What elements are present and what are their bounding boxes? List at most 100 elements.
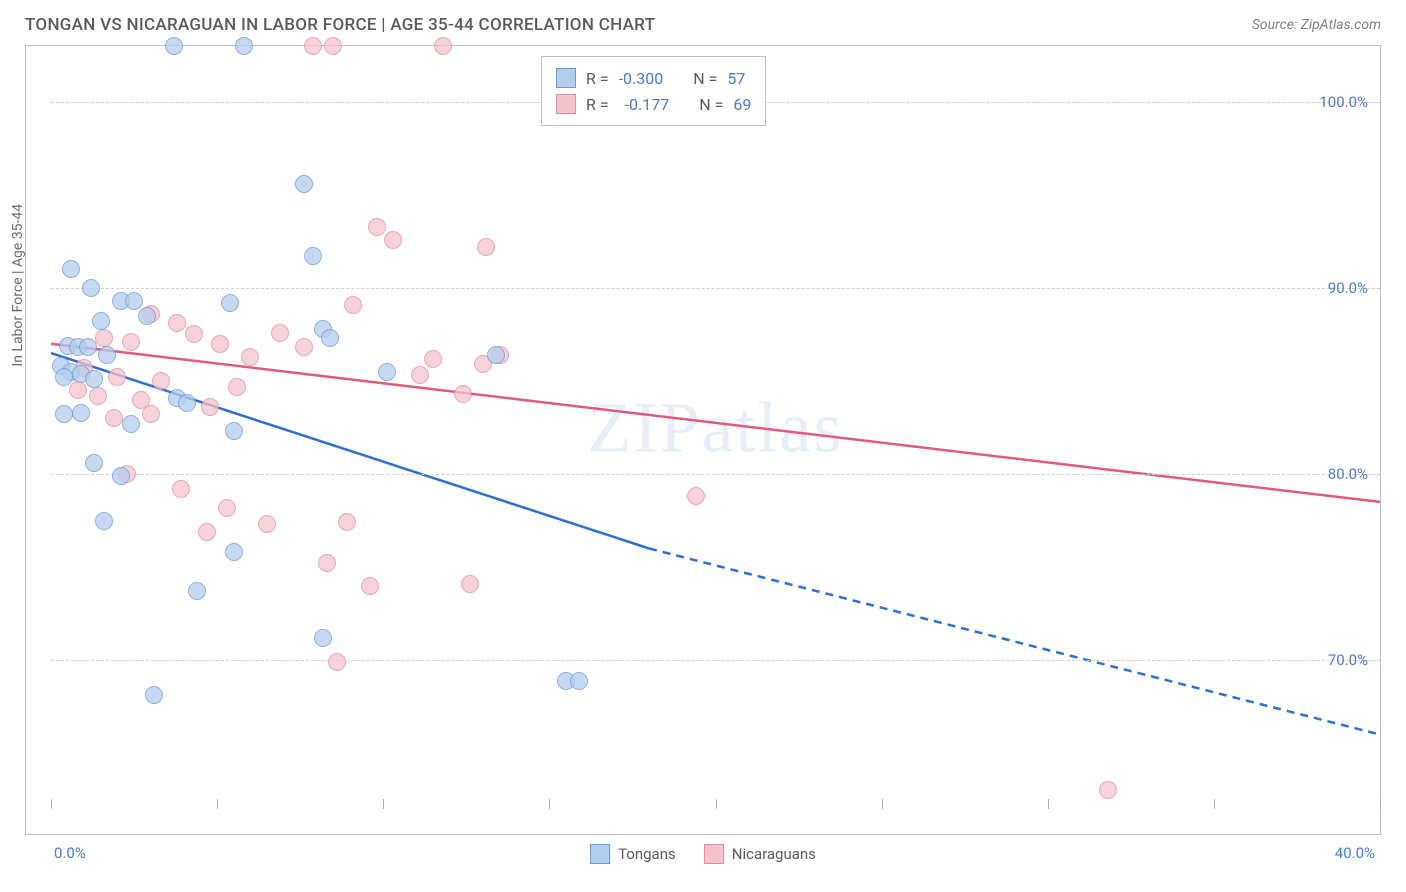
scatter-point-nicaraguans xyxy=(384,231,402,249)
scatter-point-nicaraguans xyxy=(142,405,160,423)
scatter-point-tongans xyxy=(122,415,140,433)
x-axis-min-label: 0.0% xyxy=(54,844,86,862)
scatter-point-nicaraguans xyxy=(218,499,236,517)
scatter-point-tongans xyxy=(321,329,339,347)
scatter-point-tongans xyxy=(178,394,196,412)
y-tick-label: 70.0% xyxy=(1328,651,1368,669)
scatter-point-nicaraguans xyxy=(411,366,429,384)
plot-area: ZIPatlas 70.0% 80.0% 90.0% 100.0% xyxy=(51,46,1380,809)
stats-row-nicaraguans: R = -0.177 N = 69 xyxy=(556,91,751,117)
scatter-point-nicaraguans xyxy=(108,368,126,386)
scatter-point-nicaraguans xyxy=(687,487,705,505)
n-label: N = xyxy=(699,95,723,114)
scatter-point-nicaraguans xyxy=(172,480,190,498)
r-value-tongans: -0.300 xyxy=(619,69,664,88)
gridline-h xyxy=(51,288,1380,289)
scatter-point-nicaraguans xyxy=(211,335,229,353)
trend-lines-svg xyxy=(51,46,1380,809)
swatch-tongans xyxy=(556,68,576,88)
correlation-stats-box: R = -0.300 N = 57 R = -0.177 N = 69 xyxy=(541,56,766,126)
chart-container: In Labor Force | Age 35-44 ZIPatlas 70.0… xyxy=(25,45,1381,835)
y-axis-title: In Labor Force | Age 35-44 xyxy=(10,204,26,367)
x-tick xyxy=(217,799,218,809)
chart-source: Source: ZipAtlas.com xyxy=(1252,17,1381,33)
scatter-point-tongans xyxy=(112,467,130,485)
scatter-point-nicaraguans xyxy=(89,387,107,405)
scatter-point-tongans xyxy=(487,346,505,364)
scatter-point-nicaraguans xyxy=(344,296,362,314)
scatter-point-nicaraguans xyxy=(324,37,342,55)
scatter-point-tongans xyxy=(314,629,332,647)
x-tick xyxy=(383,799,384,809)
y-tick-label: 100.0% xyxy=(1319,93,1368,111)
scatter-point-nicaraguans xyxy=(105,409,123,427)
x-tick xyxy=(1048,799,1049,809)
gridline-h xyxy=(51,474,1380,475)
x-tick xyxy=(1214,799,1215,809)
scatter-point-nicaraguans xyxy=(69,381,87,399)
scatter-point-nicaraguans xyxy=(258,515,276,533)
y-tick-label: 90.0% xyxy=(1328,279,1368,297)
scatter-point-tongans xyxy=(98,346,116,364)
legend-label-tongans: Tongans xyxy=(618,845,676,863)
scatter-point-tongans xyxy=(570,672,588,690)
scatter-point-tongans xyxy=(85,454,103,472)
scatter-point-tongans xyxy=(221,294,239,312)
legend-label-nicaraguans: Nicaraguans xyxy=(732,845,816,863)
scatter-point-tongans xyxy=(55,405,73,423)
scatter-point-tongans xyxy=(304,247,322,265)
scatter-point-tongans xyxy=(235,37,253,55)
scatter-point-tongans xyxy=(92,312,110,330)
scatter-point-nicaraguans xyxy=(185,325,203,343)
stats-row-tongans: R = -0.300 N = 57 xyxy=(556,65,751,91)
scatter-point-nicaraguans xyxy=(318,554,336,572)
legend-swatch-tongans xyxy=(590,844,610,864)
scatter-point-tongans xyxy=(62,260,80,278)
scatter-point-nicaraguans xyxy=(368,218,386,236)
scatter-point-tongans xyxy=(145,686,163,704)
scatter-point-tongans xyxy=(295,175,313,193)
x-tick xyxy=(1380,799,1381,809)
source-name: ZipAtlas.com xyxy=(1301,17,1381,33)
scatter-point-nicaraguans xyxy=(271,324,289,342)
legend-item-tongans: Tongans xyxy=(590,844,676,864)
gridline-h xyxy=(51,660,1380,661)
scatter-point-tongans xyxy=(378,363,396,381)
scatter-point-nicaraguans xyxy=(304,37,322,55)
scatter-point-nicaraguans xyxy=(477,238,495,256)
scatter-point-nicaraguans xyxy=(241,348,259,366)
scatter-point-nicaraguans xyxy=(454,385,472,403)
scatter-point-nicaraguans xyxy=(424,350,442,368)
scatter-point-tongans xyxy=(72,404,90,422)
x-axis-max-label: 40.0% xyxy=(1335,844,1375,862)
watermark: ZIPatlas xyxy=(588,386,844,469)
scatter-point-nicaraguans xyxy=(152,372,170,390)
scatter-point-tongans xyxy=(55,368,73,386)
x-tick xyxy=(549,799,550,809)
r-value-nicaraguans: -0.177 xyxy=(625,95,670,114)
scatter-point-nicaraguans xyxy=(338,513,356,531)
bottom-legend: Tongans Nicaraguans xyxy=(590,844,816,864)
chart-title: TONGAN VS NICARAGUAN IN LABOR FORCE | AG… xyxy=(25,15,655,35)
scatter-point-tongans xyxy=(85,370,103,388)
scatter-point-nicaraguans xyxy=(122,333,140,351)
scatter-point-nicaraguans xyxy=(201,398,219,416)
scatter-point-nicaraguans xyxy=(95,329,113,347)
n-label: N = xyxy=(693,69,717,88)
scatter-point-nicaraguans xyxy=(361,577,379,595)
legend-item-nicaraguans: Nicaraguans xyxy=(704,844,816,864)
scatter-point-tongans xyxy=(79,338,97,356)
scatter-point-tongans xyxy=(125,292,143,310)
scatter-point-nicaraguans xyxy=(295,338,313,356)
r-label: R = xyxy=(586,69,609,88)
y-tick-label: 80.0% xyxy=(1328,465,1368,483)
scatter-point-tongans xyxy=(165,37,183,55)
scatter-point-tongans xyxy=(225,543,243,561)
x-tick xyxy=(882,799,883,809)
legend-swatch-nicaraguans xyxy=(704,844,724,864)
scatter-point-tongans xyxy=(138,307,156,325)
scatter-point-nicaraguans xyxy=(198,523,216,541)
scatter-point-tongans xyxy=(225,422,243,440)
x-tick xyxy=(51,799,52,809)
scatter-point-nicaraguans xyxy=(168,314,186,332)
